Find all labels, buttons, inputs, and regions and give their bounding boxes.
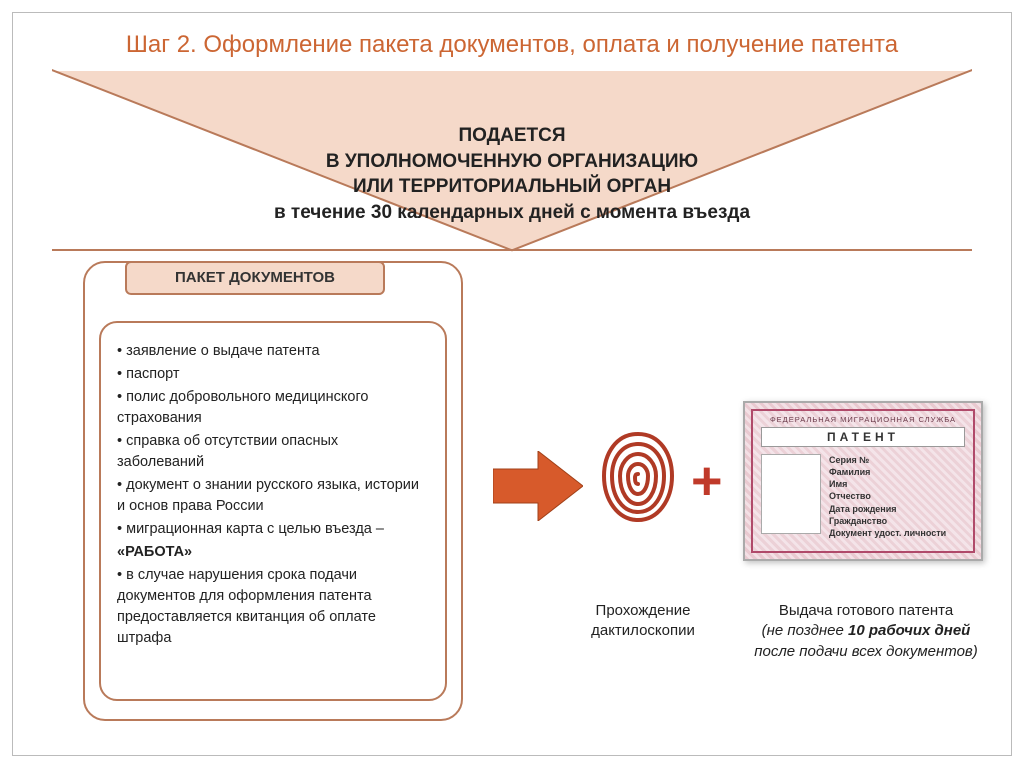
- doc-item: • заявление о выдаче патента: [117, 341, 429, 362]
- patent-field: Отчество: [829, 490, 946, 502]
- doc-item: • справка об отсутствии опасных заболева…: [117, 431, 429, 473]
- doc-item-bold: «РАБОТА»: [117, 542, 429, 563]
- patent-field: Серия №: [829, 454, 946, 466]
- document-list: • заявление о выдаче патента • паспорт •…: [99, 321, 447, 701]
- roof-triangle: ПОДАЕТСЯ В УПОЛНОМОЧЕННУЮ ОРГАНИЗАЦИЮ ИЛ…: [52, 71, 972, 251]
- body-area: ПАКЕТ ДОКУМЕНТОВ • заявление о выдаче па…: [53, 261, 971, 735]
- doc-item: • в случае нарушения срока подачи докуме…: [117, 565, 429, 649]
- patent-field: Фамилия: [829, 466, 946, 478]
- patent-photo-placeholder: [761, 454, 821, 534]
- arrow-icon: [493, 451, 583, 521]
- patent-card: ФЕДЕРАЛЬНАЯ МИГРАЦИОННАЯ СЛУЖБА ПАТЕНТ С…: [743, 401, 983, 561]
- document-package-header: ПАКЕТ ДОКУМЕНТОВ: [125, 261, 385, 295]
- plus-icon: +: [691, 454, 723, 508]
- roof-line4: в течение 30 календарных дней с момента …: [52, 200, 972, 226]
- roof-line3: ИЛИ ТЕРРИТОРИАЛЬНЫЙ ОРГАН: [52, 174, 972, 200]
- page-title: Шаг 2. Оформление пакета документов, опл…: [13, 13, 1011, 65]
- patent-field: Гражданство: [829, 515, 946, 527]
- doc-item: • документ о знании русского языка, исто…: [117, 475, 429, 517]
- patent-caption: Выдача готового патента (не позднее 10 р…: [741, 601, 991, 662]
- doc-item: • паспорт: [117, 364, 429, 385]
- patent-agency: ФЕДЕРАЛЬНАЯ МИГРАЦИОННАЯ СЛУЖБА: [753, 411, 973, 424]
- patent-title: ПАТЕНТ: [761, 427, 965, 447]
- roof-line1: ПОДАЕТСЯ: [52, 123, 972, 149]
- patent-field: Дата рождения: [829, 503, 946, 515]
- roof-line2: В УПОЛНОМОЧЕННУЮ ОРГАНИЗАЦИЮ: [52, 149, 972, 175]
- patent-fields: Серия № Фамилия Имя Отчество Дата рожден…: [829, 454, 946, 539]
- patent-field: Имя: [829, 478, 946, 490]
- fingerprint-icon: [593, 421, 683, 531]
- document-package-box: ПАКЕТ ДОКУМЕНТОВ • заявление о выдаче па…: [83, 261, 463, 721]
- slide-frame: Шаг 2. Оформление пакета документов, опл…: [12, 12, 1012, 756]
- doc-item: • полис добровольного медицинского страх…: [117, 387, 429, 429]
- patent-field: Документ удост. личности: [829, 527, 946, 539]
- doc-item: • миграционная карта с целью въезда –: [117, 519, 429, 540]
- roof-text: ПОДАЕТСЯ В УПОЛНОМОЧЕННУЮ ОРГАНИЗАЦИЮ ИЛ…: [52, 123, 972, 226]
- fingerprint-caption: Прохождение дактилоскопии: [553, 601, 733, 642]
